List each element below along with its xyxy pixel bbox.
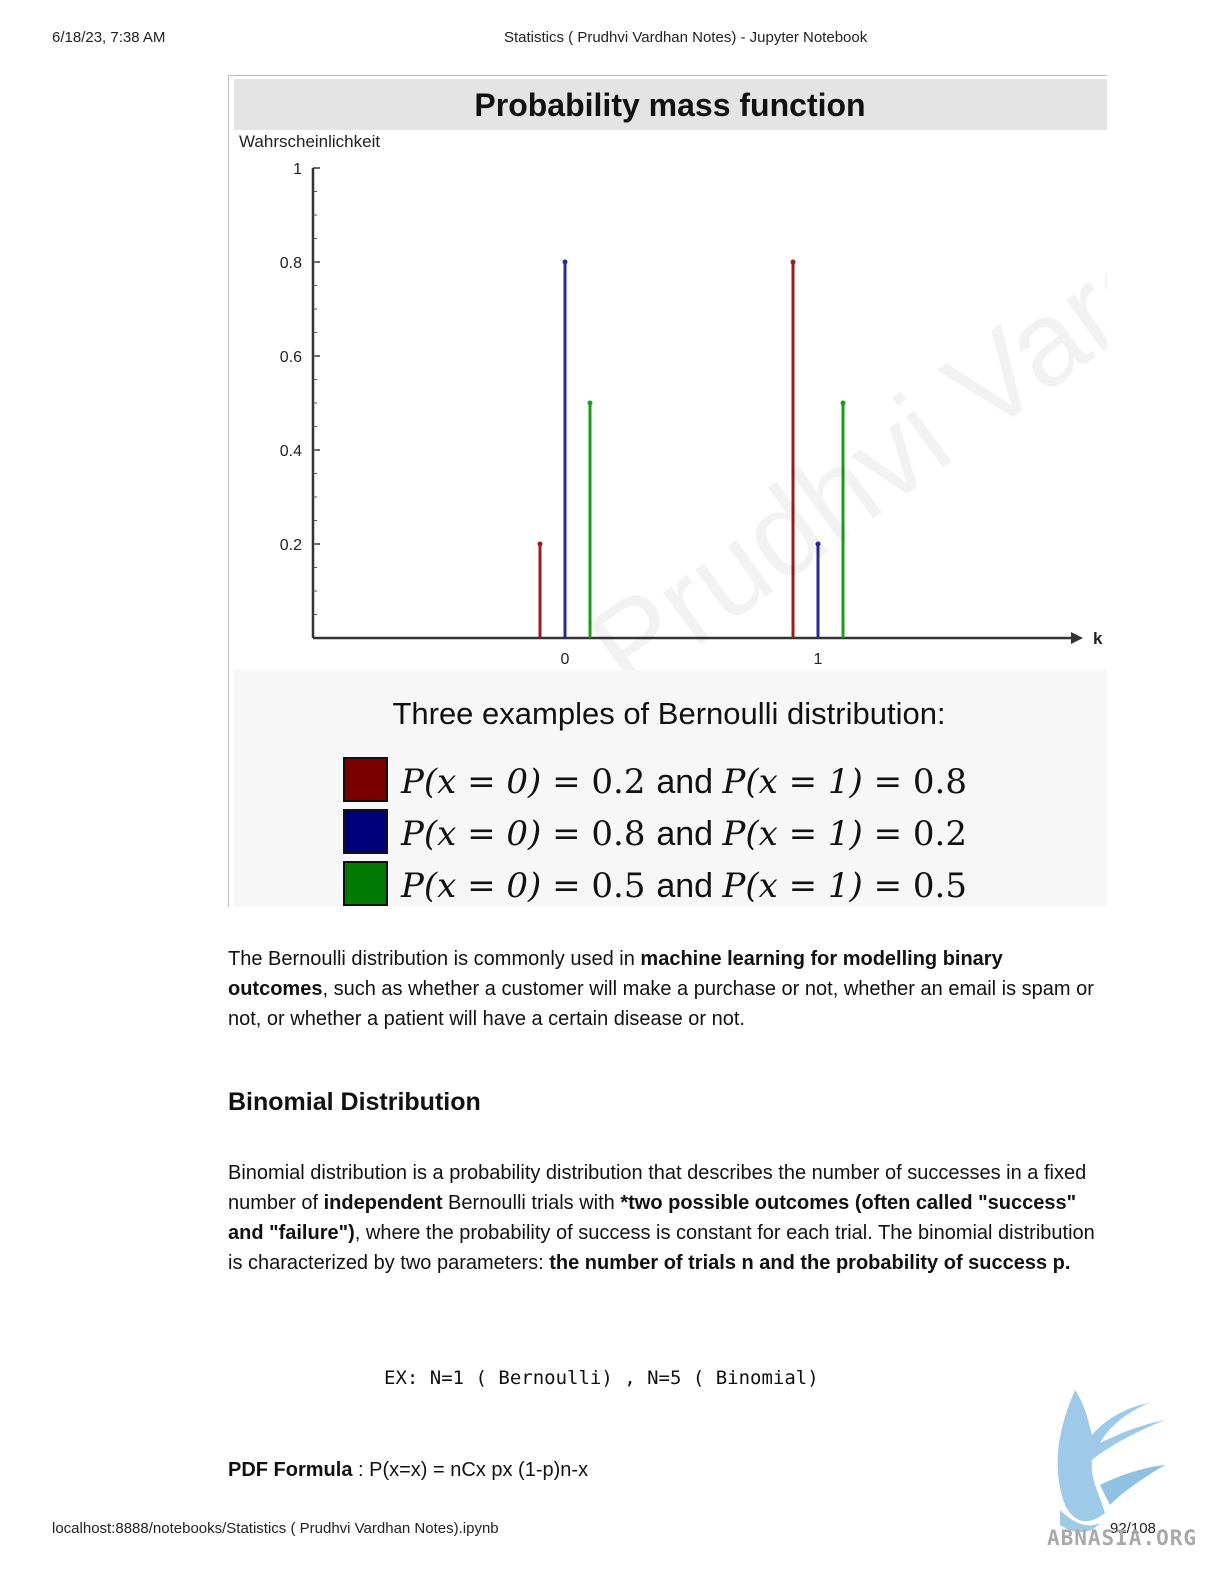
legend-p0: 0.2 [591, 762, 656, 802]
para2-text-2: Bernoulli trials with [442, 1192, 621, 1214]
y-tick-label: 0.4 [280, 443, 302, 460]
legend-and: and [656, 815, 722, 853]
para2-bold-1: independent [323, 1192, 443, 1214]
pmf-stem-tip [562, 259, 568, 265]
legend-entry: P(x = 0) = 0.8 and P(x = 1) = 0.2 [400, 814, 967, 854]
legend-swatch [343, 809, 388, 854]
pmf-stem-tip [790, 259, 796, 265]
legend-swatch [343, 757, 388, 802]
print-title: Statistics ( Prudhvi Vardhan Notes) - Ju… [504, 29, 868, 46]
pmf-figure: Probability mass function Wahrscheinlich… [228, 75, 1107, 907]
para2-text-3: , where the probability of success is co… [228, 1222, 1095, 1274]
pmf-stem-tip [815, 541, 821, 547]
legend-lhs: P(x = 0) = [400, 814, 591, 854]
legend: P(x = 0) = 0.2 and P(x = 1) = 0.8P(x = 0… [343, 757, 967, 906]
pmf-stem-tip [537, 541, 543, 547]
legend-entry: P(x = 0) = 0.2 and P(x = 1) = 0.8 [400, 762, 967, 802]
legend-p0: 0.8 [591, 814, 656, 854]
pmf-stem-tip [587, 400, 593, 406]
page-number: 92/108 [1110, 1520, 1156, 1537]
pmf-chart: Probability mass function Wahrscheinlich… [234, 79, 1107, 907]
site-watermark: ABNASIA.ORG [1030, 1385, 1215, 1555]
chart-title-band [234, 79, 1107, 130]
pmf-stem-tip [840, 400, 846, 406]
watermark-text: ABNASIA.ORG [1047, 1526, 1197, 1550]
x-tick-label: 1 [814, 651, 823, 668]
y-tick-label: 0.8 [280, 255, 302, 272]
pdf-formula: PDF Formula : P(x=x) = nCx px (1-p)n-x [228, 1455, 1108, 1485]
legend-swatch [343, 861, 388, 906]
code-example: EX: N=1 ( Bernoulli) , N=5 ( Binomial) [384, 1367, 819, 1389]
watermark-diagonal: Prudhvi Vardhan [566, 88, 1107, 717]
legend-mid: P(x = 1) = [722, 814, 913, 854]
legend-and: and [656, 867, 722, 905]
para2-bold-2: *two possible outcomes (often called "su… [228, 1192, 1077, 1244]
x-axis-arrow [1071, 632, 1083, 644]
chart-title: Probability mass function [474, 87, 865, 123]
pdf-formula-label: PDF Formula [228, 1459, 353, 1481]
print-datetime: 6/18/23, 7:38 AM [52, 29, 166, 46]
bernoulli-usage-paragraph: The Bernoulli distribution is commonly u… [228, 944, 1108, 1034]
y-axis-label: Wahrscheinlichkeit [239, 132, 380, 151]
para1-bold-1: machine learning for modelling binary ou… [228, 948, 1003, 1000]
y-tick-label: 0.2 [280, 537, 302, 554]
para2-bold-3: the number of trials n and the probabili… [549, 1252, 1071, 1274]
legend-p0: 0.5 [591, 866, 656, 906]
pdf-formula-text: : P(x=x) = nCx px (1-p)n-x [352, 1459, 589, 1481]
y-tick-label: 0.6 [280, 349, 302, 366]
griffin-logo-icon: ABNASIA.ORG [1047, 1390, 1197, 1550]
legend-mid: P(x = 1) = [722, 866, 913, 906]
legend-title: Three examples of Bernoulli distribution… [392, 696, 945, 731]
para1-text-2: , such as whether a customer will make a… [228, 978, 1094, 1030]
legend-p1: 0.2 [913, 814, 967, 854]
x-tick-label: 0 [561, 651, 570, 668]
binomial-paragraph: Binomial distribution is a probability d… [228, 1158, 1108, 1278]
x-axis-label: k [1093, 629, 1103, 648]
binomial-heading: Binomial Distribution [228, 1088, 481, 1116]
print-url: localhost:8888/notebooks/Statistics ( Pr… [52, 1520, 499, 1537]
bars [537, 259, 846, 638]
para1-text-1: The Bernoulli distribution is commonly u… [228, 948, 641, 970]
legend-mid: P(x = 1) = [722, 762, 913, 802]
legend-p1: 0.5 [913, 866, 967, 906]
legend-entry: P(x = 0) = 0.5 and P(x = 1) = 0.5 [400, 866, 967, 906]
legend-p1: 0.8 [913, 762, 967, 802]
legend-lhs: P(x = 0) = [400, 762, 591, 802]
legend-lhs: P(x = 0) = [400, 866, 591, 906]
para2-text-1: Binomial distribution is a probability d… [228, 1162, 1087, 1214]
y-tick-label: 1 [293, 161, 302, 178]
legend-and: and [656, 763, 722, 801]
y-ticks: 0.2 0.4 0.6 0.8 1 [280, 161, 320, 615]
